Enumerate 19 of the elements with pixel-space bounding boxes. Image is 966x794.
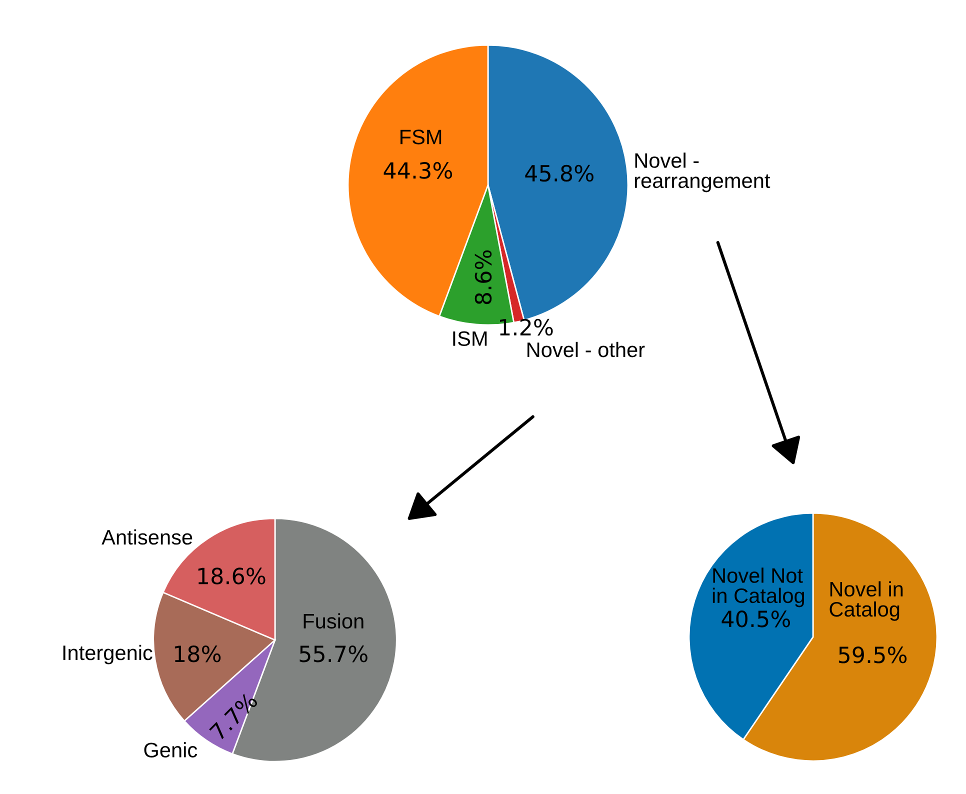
data-label: 18.6% <box>198 568 266 584</box>
slice-label: Novel in Catalog <box>830 581 903 621</box>
data-label: 59.5% <box>838 646 907 664</box>
data-label: 44.3% <box>384 162 452 179</box>
slice-label: Fusion <box>304 613 364 629</box>
data-label: 8.6% <box>474 250 492 304</box>
slice-label: Intergenic <box>63 644 152 664</box>
slice-label: Novel Not in Catalog <box>712 568 804 608</box>
data-label: 40.5% <box>722 610 790 628</box>
slice-label: Antisense <box>102 529 192 545</box>
data-label: 45.8% <box>525 164 594 182</box>
data-label: 18% <box>174 645 221 662</box>
slice-label: ISM <box>453 331 487 346</box>
slice-label: Novel - rearrangement <box>634 152 770 192</box>
slice-label: Genic <box>144 742 198 758</box>
slice-label: FSM <box>400 130 442 144</box>
data-label: 1.2% <box>500 318 553 336</box>
data-label: 55.7% <box>300 645 368 662</box>
slice-label: Novel - other <box>528 342 645 358</box>
